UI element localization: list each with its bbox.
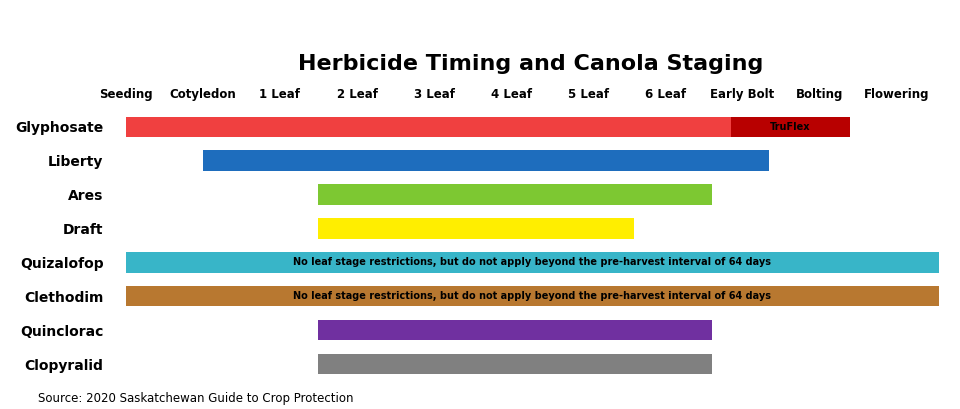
Bar: [319, 184, 711, 204]
Text: Source: 2020 Saskatchewan Guide to Crop Protection: Source: 2020 Saskatchewan Guide to Crop …: [38, 392, 354, 405]
Bar: [203, 151, 769, 171]
Bar: [319, 354, 711, 374]
Text: No leaf stage restrictions, but do not apply beyond the pre-harvest interval of : No leaf stage restrictions, but do not a…: [294, 257, 771, 267]
Bar: [126, 117, 731, 137]
Bar: [126, 286, 939, 306]
Bar: [319, 218, 635, 238]
Bar: [319, 320, 711, 340]
Text: No leaf stage restrictions, but do not apply beyond the pre-harvest interval of : No leaf stage restrictions, but do not a…: [294, 291, 771, 301]
Title: Herbicide Timing and Canola Staging: Herbicide Timing and Canola Staging: [298, 54, 763, 74]
Bar: [126, 252, 939, 272]
Bar: [731, 117, 851, 137]
Text: TruFlex: TruFlex: [770, 122, 811, 132]
